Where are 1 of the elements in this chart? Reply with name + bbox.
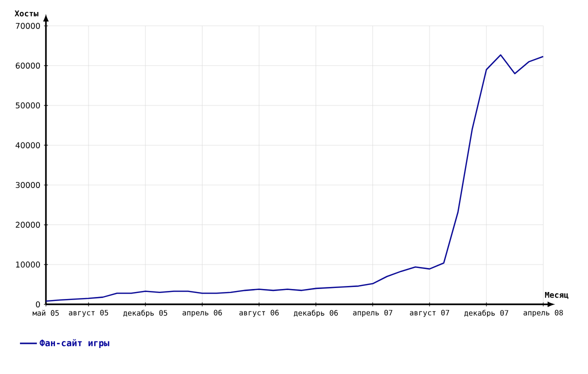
- legend-label: Фан-сайт игры: [40, 339, 110, 348]
